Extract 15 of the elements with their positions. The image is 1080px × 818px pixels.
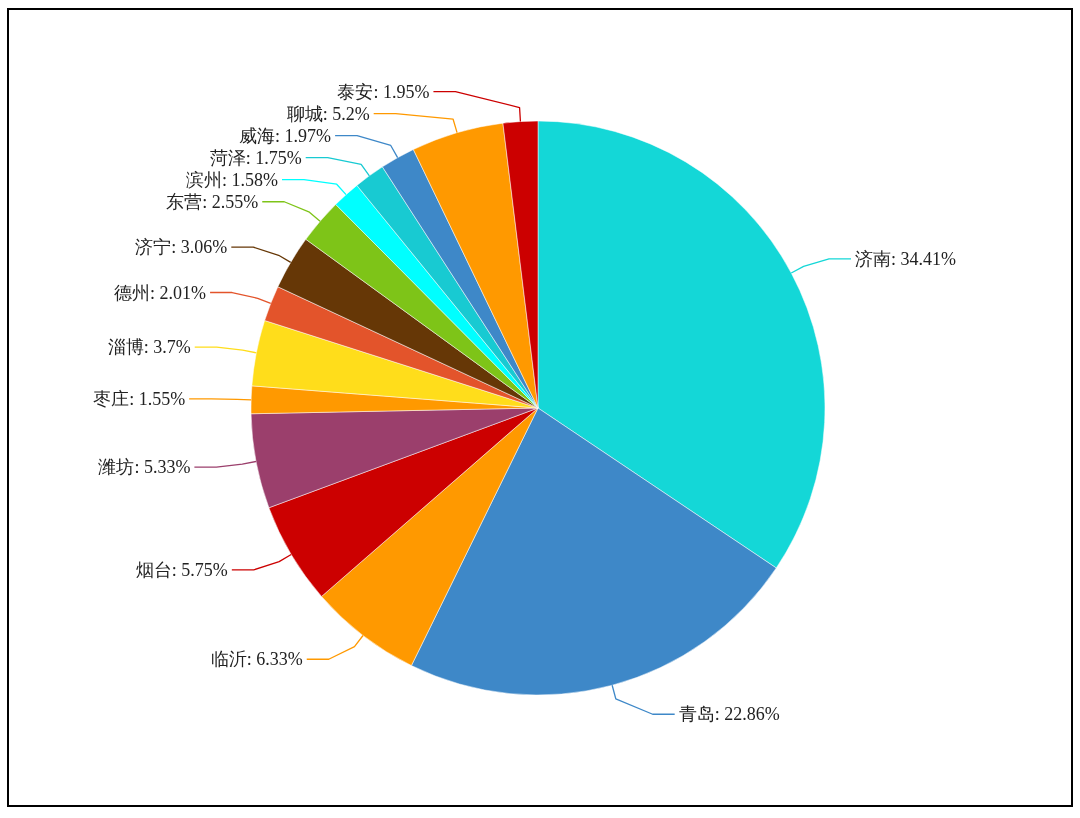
slice-label: 临沂: 6.33% xyxy=(210,649,303,670)
slice-label: 潍坊: 5.33% xyxy=(98,457,191,478)
slice-label: 德州: 2.01% xyxy=(114,282,207,303)
slice-label: 淄博: 3.7% xyxy=(107,337,191,358)
slice-label: 滨州: 1.58% xyxy=(185,169,278,190)
slice-label: 济宁: 3.06% xyxy=(135,237,228,258)
slice-label: 东营: 2.55% xyxy=(166,191,259,212)
slice-label: 聊城: 5.2% xyxy=(286,103,370,124)
slice-label: 威海: 1.97% xyxy=(239,125,332,146)
slice-label: 青岛: 22.86% xyxy=(678,704,780,725)
slice-label: 济南: 34.41% xyxy=(855,248,957,269)
slice-label: 烟台: 5.75% xyxy=(135,559,228,580)
slice-label: 枣庄: 1.55% xyxy=(93,388,186,409)
slice-label: 菏泽: 1.75% xyxy=(209,147,302,168)
slice-label: 泰安: 1.95% xyxy=(337,81,430,102)
